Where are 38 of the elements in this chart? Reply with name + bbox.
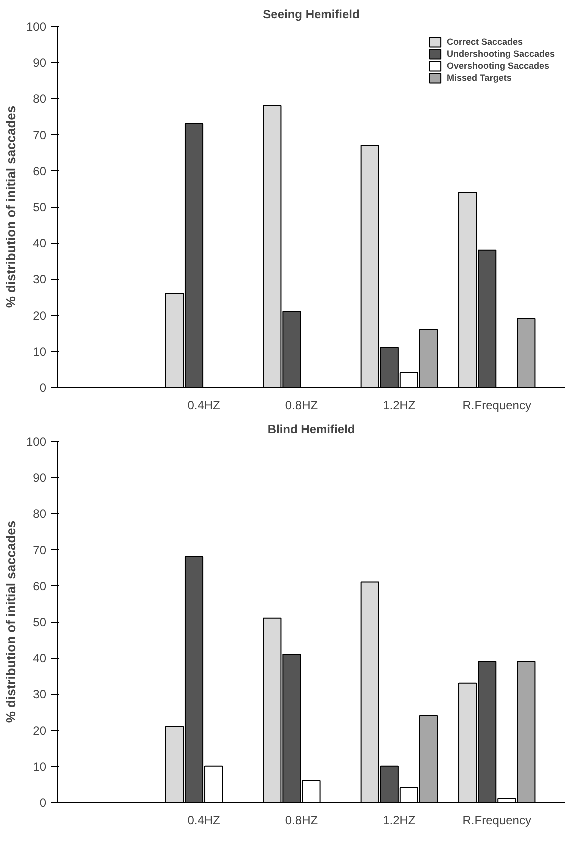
y-tick-label: 40 bbox=[33, 652, 47, 666]
legend-label: Correct Saccades bbox=[446, 37, 524, 47]
y-tick-label: 80 bbox=[33, 92, 47, 106]
y-tick-label: 50 bbox=[33, 616, 47, 630]
y-tick-label: 60 bbox=[33, 579, 47, 594]
x-tick-label: 1.2HZ bbox=[383, 398, 416, 412]
y-tick-label: 10 bbox=[33, 760, 47, 774]
legend-label: Undershooting Saccades bbox=[446, 49, 555, 59]
legend-label: Overshooting Saccades bbox=[446, 61, 550, 71]
chart-title: Seeing Hemifield bbox=[263, 8, 360, 22]
x-tick-label: R.Frequency bbox=[462, 398, 532, 412]
y-axis-title: % distribution of initial saccades bbox=[3, 106, 18, 308]
y-tick-label: 30 bbox=[33, 272, 47, 287]
y-tick-label: 60 bbox=[33, 164, 47, 178]
y-axis-title: % distribution of initial saccades bbox=[3, 520, 18, 724]
x-tick-label: 1.2HZ bbox=[383, 814, 416, 828]
y-tick-label: 30 bbox=[33, 688, 47, 702]
chart-title: Blind Hemifield bbox=[268, 422, 356, 436]
y-tick-label: 50 bbox=[33, 200, 47, 214]
y-tick-label: 70 bbox=[33, 128, 47, 142]
y-tick-label: 90 bbox=[33, 471, 47, 486]
y-tick-label: 20 bbox=[33, 308, 47, 323]
y-tick-label: 100 bbox=[26, 20, 47, 34]
x-tick-label: R.Frequency bbox=[462, 814, 532, 828]
y-tick-label: 20 bbox=[33, 724, 47, 738]
x-tick-label: 0.4HZ bbox=[188, 814, 220, 828]
y-tick-label: 70 bbox=[33, 543, 47, 558]
y-tick-label: 100 bbox=[26, 435, 47, 449]
y-tick-label: 80 bbox=[33, 507, 47, 522]
legend-label: Missed Targets bbox=[446, 73, 512, 83]
x-tick-label: 0.8HZ bbox=[285, 814, 318, 828]
y-tick-label: 10 bbox=[33, 344, 47, 359]
y-tick-label: 40 bbox=[33, 236, 47, 251]
y-tick-label: 0 bbox=[40, 796, 47, 810]
y-tick-label: 90 bbox=[33, 56, 47, 70]
y-tick-label: 0 bbox=[40, 381, 47, 395]
x-tick-label: 0.8HZ bbox=[285, 398, 318, 412]
x-tick-label: 0.4HZ bbox=[188, 398, 220, 412]
